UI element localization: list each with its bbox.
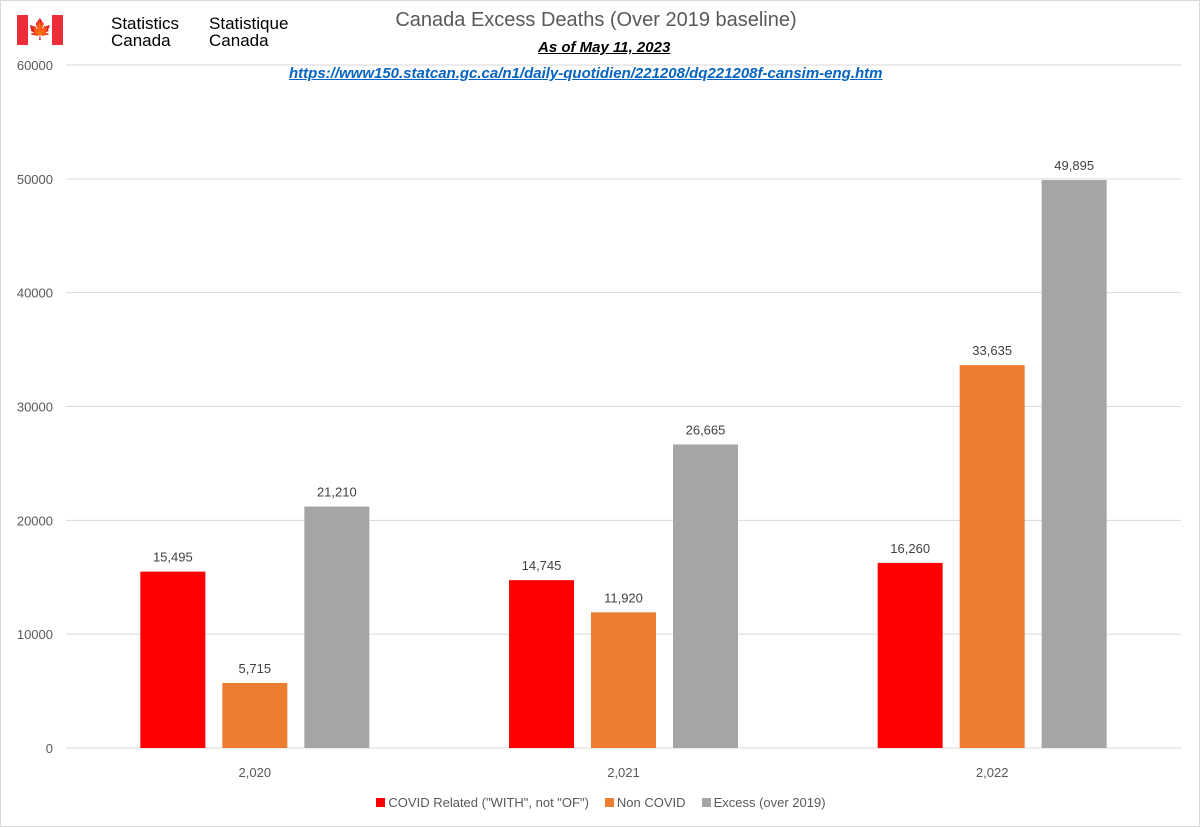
- chart-subtitle: As of May 11, 2023: [538, 39, 671, 56]
- data-label: 21,210: [317, 485, 357, 500]
- legend-label: Non COVID: [616, 795, 686, 810]
- data-label: 49,895: [1054, 158, 1094, 173]
- legend-swatch: [701, 798, 711, 807]
- bar: [877, 562, 943, 748]
- y-tick-label: 30000: [17, 400, 53, 415]
- data-label: 26,665: [686, 422, 726, 437]
- legend-label: COVID Related ("WITH", not "OF"): [388, 795, 589, 810]
- legend-item: Excess (over 2019): [701, 795, 826, 810]
- data-label: 15,495: [153, 550, 193, 565]
- logo-en-1: Statistics: [111, 14, 180, 33]
- bar: [591, 612, 656, 748]
- y-tick-label: 40000: [17, 286, 53, 301]
- bar: [673, 444, 738, 748]
- bar: [140, 571, 206, 748]
- bar: [509, 580, 574, 748]
- legend: COVID Related ("WITH", not "OF") Non COVI…: [1, 795, 1199, 810]
- y-tick-label: 50000: [17, 172, 53, 187]
- x-tick-label: 2,022: [976, 765, 1009, 780]
- y-tick-label: 0: [46, 741, 53, 756]
- source-link[interactable]: https://www150.statcan.gc.ca/n1/daily-qu…: [289, 65, 883, 82]
- data-label: 14,745: [522, 558, 562, 573]
- y-tick-label: 10000: [17, 627, 53, 642]
- logo-fr-2: Canada: [209, 31, 269, 50]
- bar: [304, 506, 370, 748]
- data-label: 33,635: [972, 343, 1012, 358]
- data-label: 5,715: [239, 661, 272, 676]
- data-label: 11,920: [604, 590, 643, 605]
- legend-swatch: [376, 798, 386, 807]
- bar: [959, 365, 1025, 748]
- legend-swatch: [604, 798, 614, 807]
- y-tick-label: 60000: [17, 58, 53, 73]
- x-tick-label: 2,021: [607, 765, 640, 780]
- statcan-logo: 🍁 Statistics Canada Statistique Canada: [17, 15, 288, 49]
- bar: [222, 682, 288, 748]
- canada-flag-icon: 🍁: [17, 15, 63, 45]
- data-label: 16,260: [890, 541, 930, 556]
- x-tick-label: 2,020: [239, 765, 272, 780]
- logo-en-2: Canada: [111, 31, 171, 50]
- chart-title: Canada Excess Deaths (Over 2019 baseline…: [395, 9, 797, 31]
- y-tick-label: 20000: [17, 513, 53, 528]
- logo-fr-1: Statistique: [209, 14, 289, 33]
- legend-label: Excess (over 2019): [713, 795, 826, 810]
- legend-item: Non COVID: [604, 795, 686, 810]
- bar: [1041, 180, 1107, 749]
- legend-item: COVID Related ("WITH", not "OF"): [376, 795, 589, 810]
